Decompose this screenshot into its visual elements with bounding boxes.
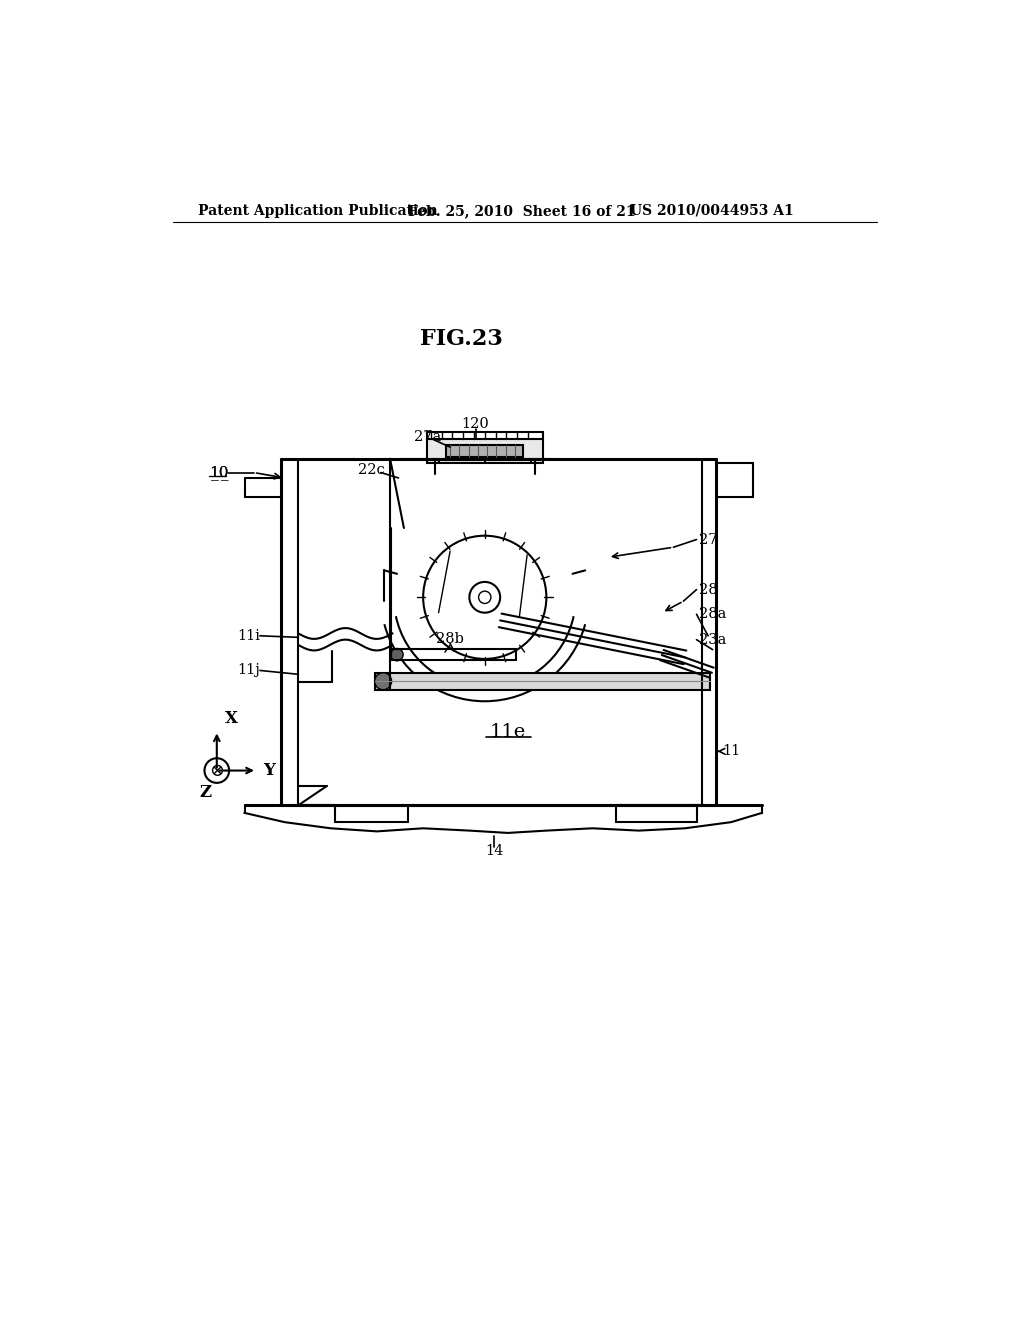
Circle shape	[423, 536, 547, 659]
Bar	[446, 445, 523, 457]
Text: 10: 10	[209, 466, 228, 479]
Text: 23a: 23a	[698, 632, 726, 647]
Text: 28a: 28a	[698, 607, 726, 622]
Text: Feb. 25, 2010  Sheet 16 of 21: Feb. 25, 2010 Sheet 16 of 21	[408, 203, 635, 218]
Bar	[376, 673, 710, 689]
Text: 1̲0̲: 1̲0̲	[209, 465, 228, 480]
Bar	[427, 440, 543, 462]
Text: 11: 11	[722, 744, 740, 758]
Text: US 2010/0044953 A1: US 2010/0044953 A1	[630, 203, 794, 218]
Text: 27a: 27a	[414, 430, 441, 444]
Text: Z: Z	[200, 784, 212, 801]
Text: 14: 14	[484, 845, 503, 858]
Text: Y: Y	[263, 762, 274, 779]
Circle shape	[391, 648, 403, 661]
Circle shape	[478, 591, 490, 603]
Text: 28b: 28b	[436, 632, 464, 645]
Text: 28: 28	[698, 582, 718, 597]
Text: Patent Application Publication: Patent Application Publication	[199, 203, 438, 218]
Text: 11i: 11i	[237, 628, 260, 643]
Circle shape	[375, 673, 391, 689]
Text: 120: 120	[462, 417, 489, 432]
Text: 22c: 22c	[357, 463, 384, 478]
Text: 27: 27	[698, 532, 718, 546]
Text: 11e: 11e	[489, 723, 526, 741]
Text: 11j: 11j	[237, 664, 260, 677]
Circle shape	[205, 758, 229, 783]
Circle shape	[469, 582, 500, 612]
Text: ⊗: ⊗	[209, 762, 224, 780]
Text: FIG.23: FIG.23	[420, 329, 503, 350]
Text: X: X	[224, 710, 238, 726]
